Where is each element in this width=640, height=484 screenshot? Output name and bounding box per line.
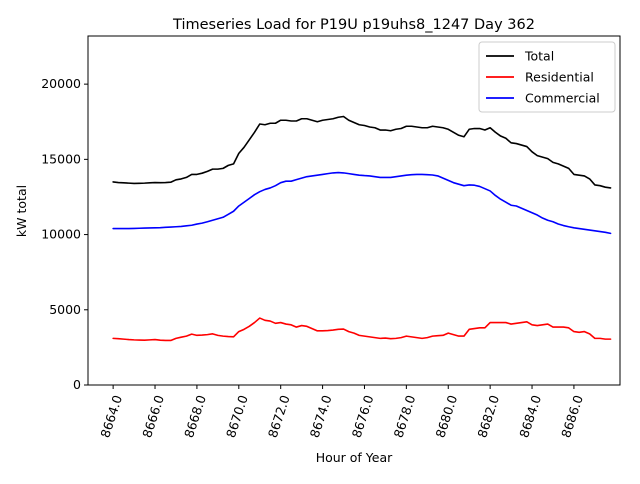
chart-title: Timeseries Load for P19U p19uhs8_1247 Da… <box>172 17 535 33</box>
x-tick-label: 8676.0 <box>349 393 377 439</box>
y-tick-label: 0 <box>73 377 81 392</box>
series-line-commercial <box>112 171 612 235</box>
y-tick-label: 15000 <box>41 151 81 166</box>
x-tick-label: 8670.0 <box>223 393 251 439</box>
legend-label-residential: Residential <box>525 70 594 85</box>
x-tick-label: 8666.0 <box>139 393 167 439</box>
x-tick-label: 8678.0 <box>391 393 419 439</box>
series-layer <box>112 115 612 342</box>
x-axis: 8664.0 8666.0 8668.0 8670.0 8672.0 8674.0 8676… <box>97 385 586 440</box>
y-tick-label: 5000 <box>49 302 81 317</box>
y-tick-label: 10000 <box>41 227 81 242</box>
y-tick-label: 20000 <box>41 76 81 91</box>
legend-label-commercial: Commercial <box>525 91 600 106</box>
plot-frame <box>87 35 621 386</box>
x-tick-label: 8672.0 <box>265 393 293 439</box>
x-axis-label: Hour of Year <box>316 450 393 465</box>
legend-label-total: Total <box>524 49 554 64</box>
y-axis: 0 5000 10000 15000 20000 <box>41 76 88 392</box>
legend-items: Total Residential Commercial <box>486 49 600 106</box>
x-tick-label: 8684.0 <box>516 393 544 439</box>
y-axis-label: kW total <box>14 185 29 237</box>
x-tick-label: 8680.0 <box>432 393 460 439</box>
x-tick-label: 8674.0 <box>307 393 335 439</box>
series-line-total <box>112 115 612 189</box>
x-tick-label: 8686.0 <box>558 393 586 439</box>
x-tick-label: 8668.0 <box>181 393 209 439</box>
legend: Total Residential Commercial <box>478 41 616 113</box>
series-line-residential <box>112 317 612 342</box>
legend-box <box>478 41 616 113</box>
x-tick-label: 8664.0 <box>97 393 125 439</box>
x-tick-label: 8682.0 <box>474 393 502 439</box>
